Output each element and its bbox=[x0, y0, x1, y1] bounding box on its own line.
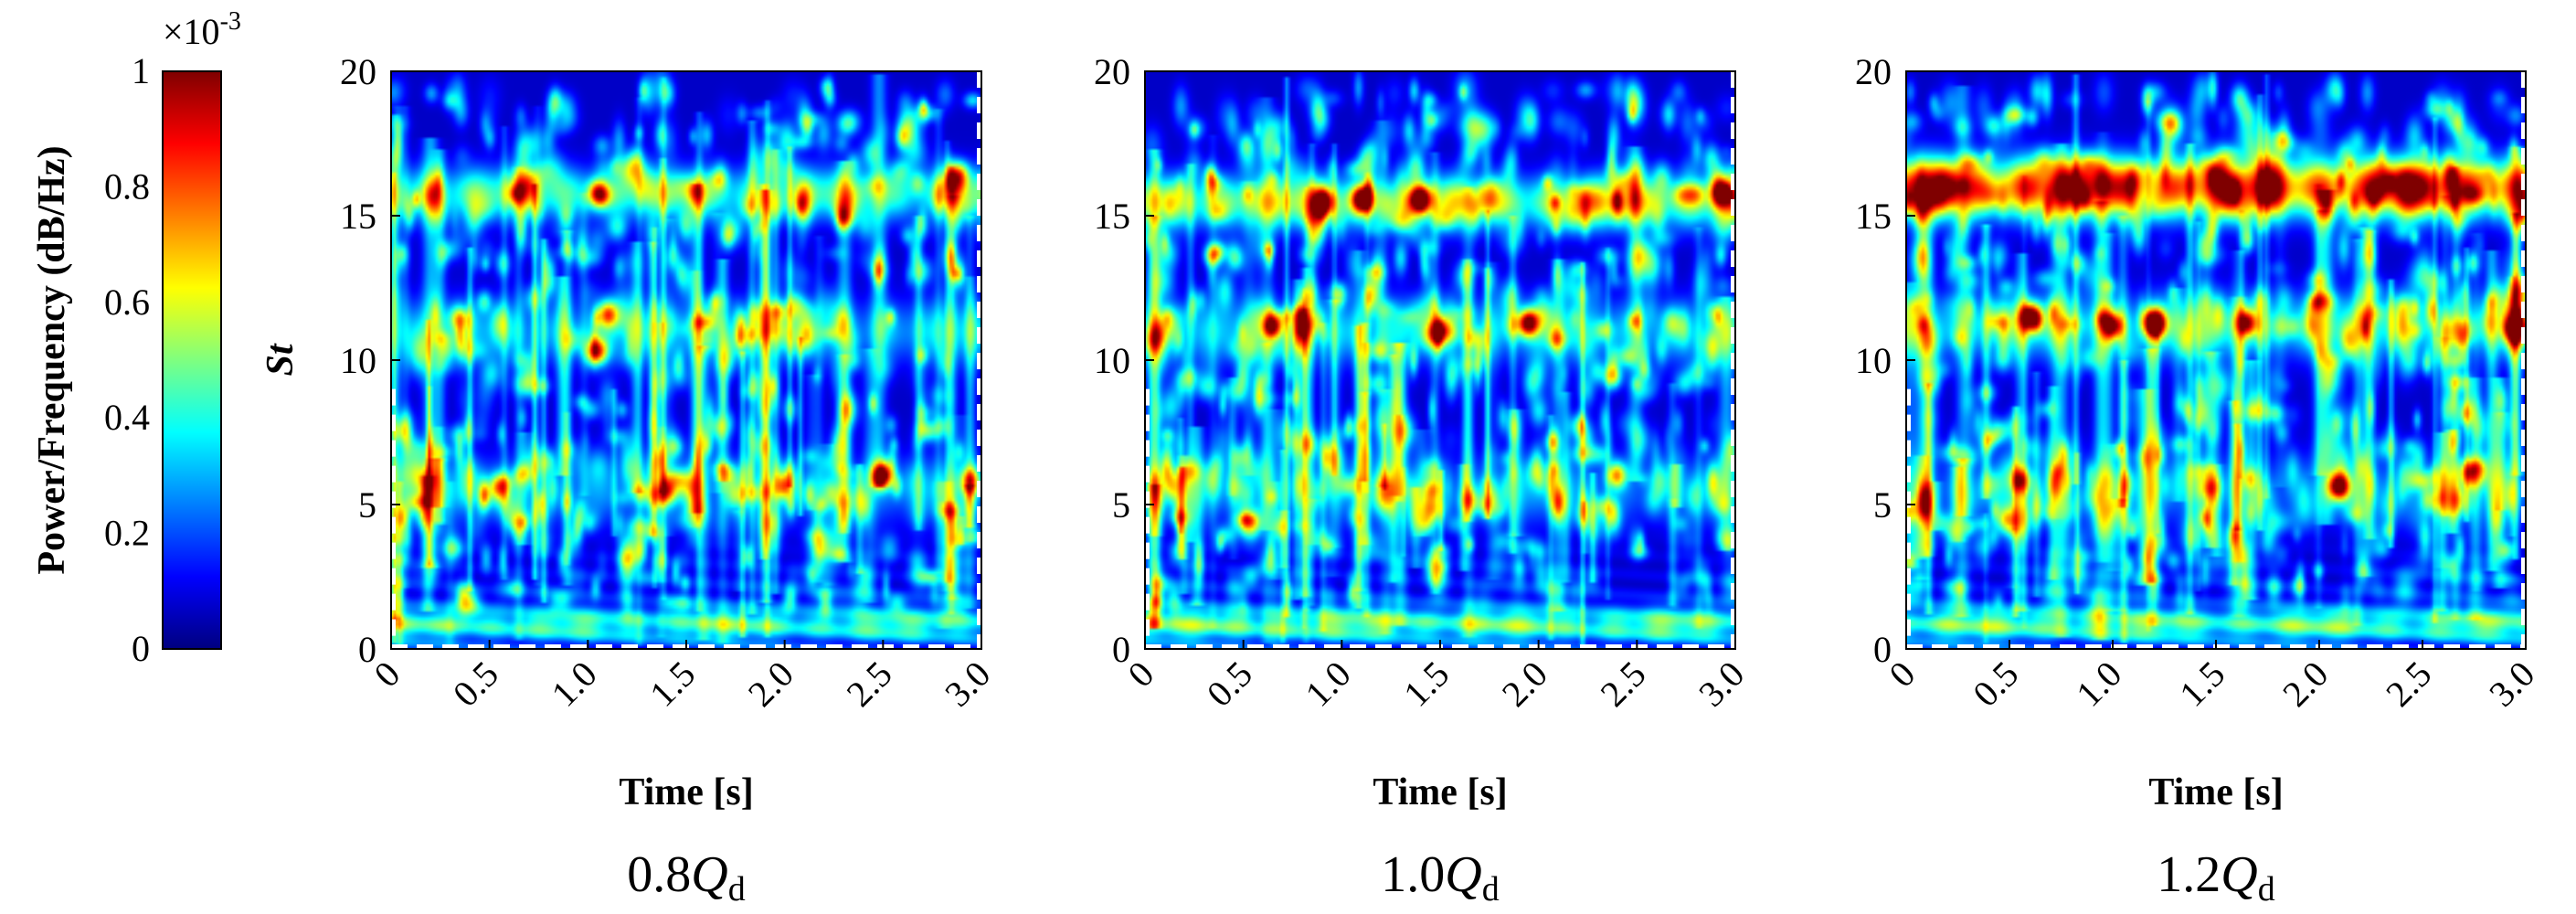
colorbar-tick-label: 0.8 bbox=[104, 165, 150, 207]
x-tick-label: 0.5 bbox=[445, 654, 506, 715]
x-tick-label: 2.5 bbox=[839, 654, 900, 715]
y-tick-label: 5 bbox=[358, 484, 376, 526]
y-tick-label: 20 bbox=[1094, 51, 1130, 92]
colorbar-ticks: 0 0.2 0.4 0.6 0.8 1 bbox=[104, 50, 150, 669]
y-tick-label: 15 bbox=[1855, 196, 1892, 237]
colorbar-multiplier: ×10-3 bbox=[163, 7, 241, 52]
colorbar-tick-label: 0 bbox=[132, 628, 150, 669]
y-tick-label: 10 bbox=[1855, 340, 1892, 381]
y-tick-label: 20 bbox=[340, 51, 376, 92]
x-tick-label: 3.0 bbox=[2481, 654, 2542, 715]
colorbar-gradient bbox=[162, 70, 222, 650]
panel-0-8qd: 0 5 10 15 20 0 0.5 1.0 1.5 2.0 2.5 3.0 Time [s] St 0.8… bbox=[260, 51, 998, 909]
panel-1-2qd: 0 5 10 15 20 0 0.5 1.0 1.5 2.0 2.5 3.0 Time [s] 1.2Qd bbox=[1855, 51, 2542, 909]
x-tick-label: 3.0 bbox=[937, 654, 998, 715]
y-tick-label: 0 bbox=[358, 629, 376, 670]
colorbar-tick-label: 1 bbox=[132, 50, 150, 91]
x-tick-label: 1.5 bbox=[1395, 654, 1457, 715]
x-axis-label: Time [s] bbox=[619, 771, 753, 813]
y-tick-label: 0 bbox=[1873, 629, 1892, 670]
colorbar-tick-label: 0.6 bbox=[104, 282, 150, 323]
y-tick-label: 20 bbox=[1855, 51, 1892, 92]
x-tick-label: 1.0 bbox=[2068, 654, 2129, 715]
y-tick-label: 5 bbox=[1873, 484, 1892, 526]
colorbar-label: Power/Frequency (dB/Hz) bbox=[31, 145, 73, 574]
x-tick-label: 3.0 bbox=[1691, 654, 1752, 715]
y-tick-label: 0 bbox=[1112, 629, 1130, 670]
x-tick-label: 1.0 bbox=[1298, 654, 1359, 715]
x-tick-label: 1.5 bbox=[2171, 654, 2232, 715]
x-tick-label: 0.5 bbox=[1199, 654, 1260, 715]
y-tick-label: 10 bbox=[340, 340, 376, 381]
colorbar: 0 0.2 0.4 0.6 0.8 1 ×10-3 Power/Frequency (dB… bbox=[31, 7, 241, 669]
panel-1-0qd: 0 5 10 15 20 0 0.5 1.0 1.5 2.0 2.5 3.0 Time [s] 1.0Qd bbox=[1094, 51, 1752, 909]
x-tick-label: 2.5 bbox=[1593, 654, 1654, 715]
x-tick-label: 2.0 bbox=[740, 654, 801, 715]
y-axis-label: St bbox=[260, 343, 302, 376]
x-tick-label: 0 bbox=[1119, 654, 1161, 696]
x-tick-label: 0 bbox=[1881, 654, 1923, 696]
panel-caption: 1.0Qd bbox=[1381, 846, 1499, 909]
x-tick-label: 2.0 bbox=[1494, 654, 1555, 715]
y-tick-label: 15 bbox=[1094, 196, 1130, 237]
x-tick-label: 2.0 bbox=[2274, 654, 2336, 715]
y-tick-label: 15 bbox=[340, 196, 376, 237]
x-axis-label: Time [s] bbox=[1373, 771, 1507, 813]
x-tick-label: 0.5 bbox=[1965, 654, 2026, 715]
y-tick-label: 10 bbox=[1094, 340, 1130, 381]
heatmap-image bbox=[391, 71, 981, 649]
x-tick-label: 1.0 bbox=[544, 654, 605, 715]
heatmap-image bbox=[1145, 71, 1735, 649]
colorbar-tick-label: 0.2 bbox=[104, 513, 150, 554]
y-tick-label: 5 bbox=[1112, 484, 1130, 526]
x-tick-label: 0 bbox=[366, 654, 408, 696]
panel-caption: 1.2Qd bbox=[2157, 846, 2274, 909]
panel-caption: 0.8Qd bbox=[627, 846, 745, 909]
heatmap-image bbox=[1906, 71, 2526, 649]
colorbar-tick-label: 0.4 bbox=[104, 397, 150, 438]
x-tick-label: 1.5 bbox=[641, 654, 703, 715]
x-axis-label: Time [s] bbox=[2148, 771, 2283, 813]
x-tick-label: 2.5 bbox=[2378, 654, 2439, 715]
